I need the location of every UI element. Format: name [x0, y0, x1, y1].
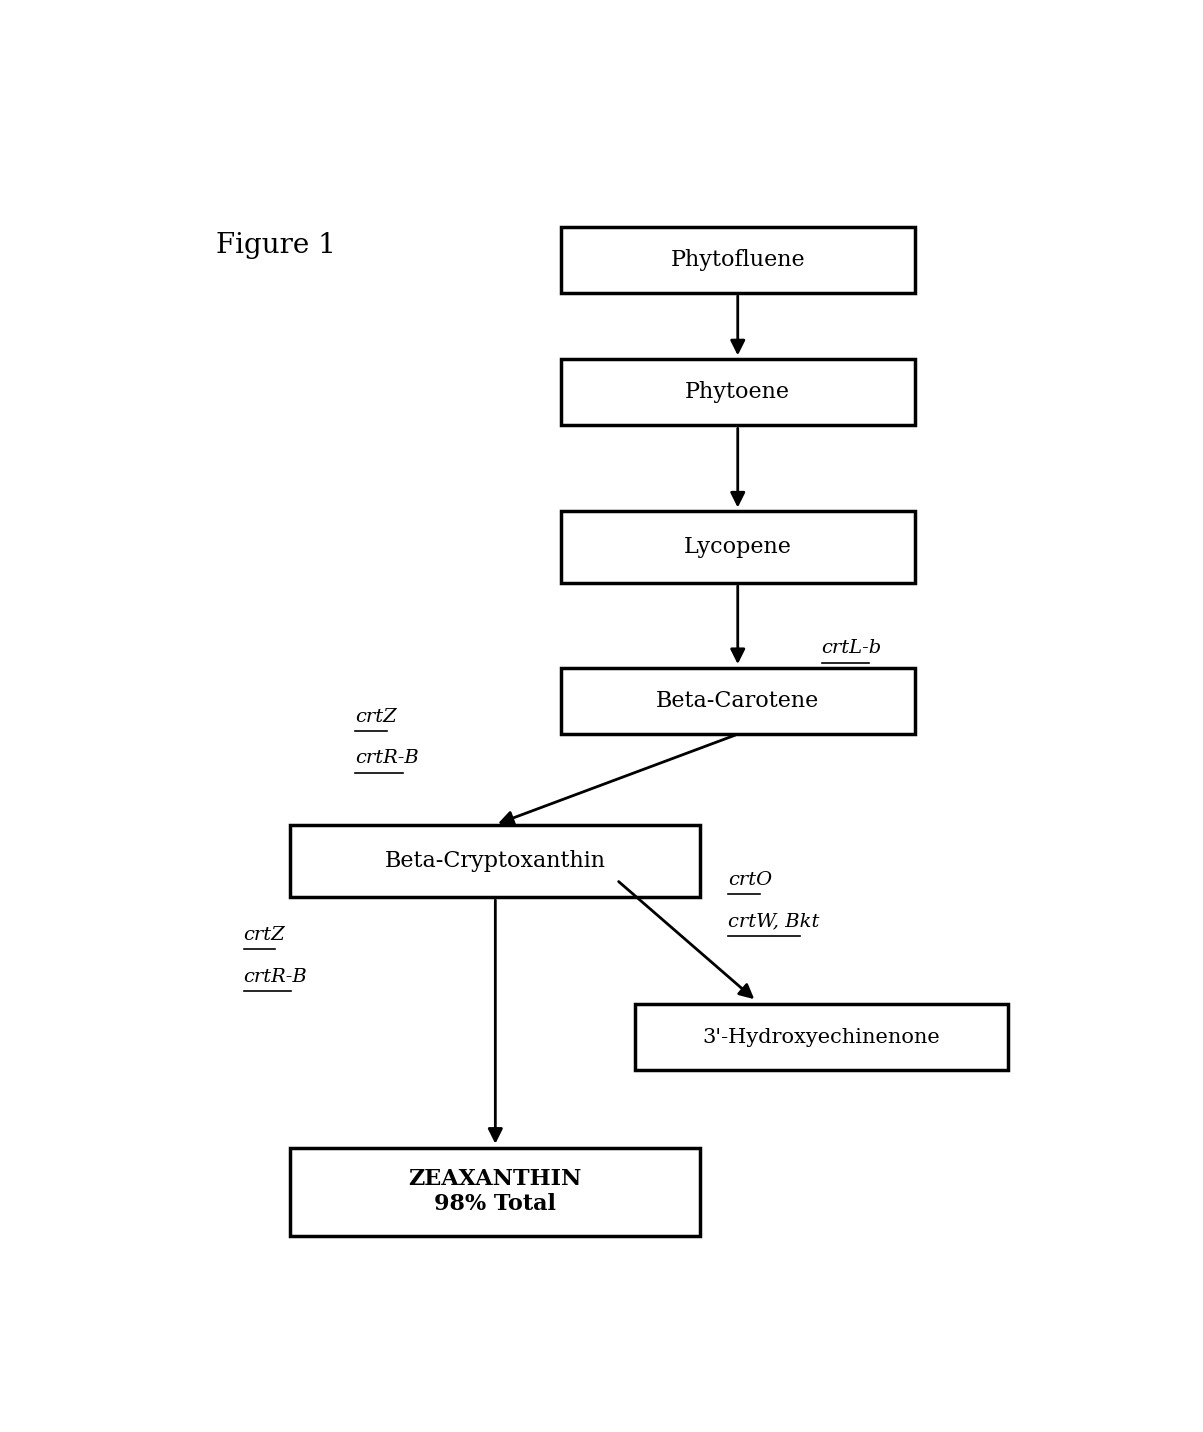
- Text: Beta-Carotene: Beta-Carotene: [656, 690, 819, 712]
- Text: ZEAXANTHIN
98% Total: ZEAXANTHIN 98% Total: [409, 1169, 582, 1216]
- Text: Figure 1: Figure 1: [215, 232, 336, 259]
- Bar: [290, 1147, 700, 1236]
- Bar: [561, 359, 914, 425]
- Text: Phytofluene: Phytofluene: [670, 249, 805, 271]
- Text: Beta-Cryptoxanthin: Beta-Cryptoxanthin: [385, 851, 606, 872]
- Bar: [635, 1004, 1008, 1071]
- Text: Lycopene: Lycopene: [683, 536, 792, 557]
- Text: crtZ: crtZ: [243, 927, 285, 944]
- Text: crtW, Bkt: crtW, Bkt: [729, 912, 819, 931]
- Bar: [561, 226, 914, 294]
- Bar: [561, 511, 914, 583]
- Text: Phytoene: Phytoene: [686, 381, 790, 404]
- Bar: [561, 667, 914, 735]
- Text: crtL-b: crtL-b: [822, 639, 882, 657]
- Text: crtO: crtO: [729, 871, 772, 889]
- Text: crtR-B: crtR-B: [243, 968, 307, 985]
- Text: crtR-B: crtR-B: [356, 749, 419, 768]
- Bar: [290, 825, 700, 896]
- Text: crtZ: crtZ: [356, 707, 397, 726]
- Text: 3'-Hydroxyechinenone: 3'-Hydroxyechinenone: [703, 1028, 941, 1047]
